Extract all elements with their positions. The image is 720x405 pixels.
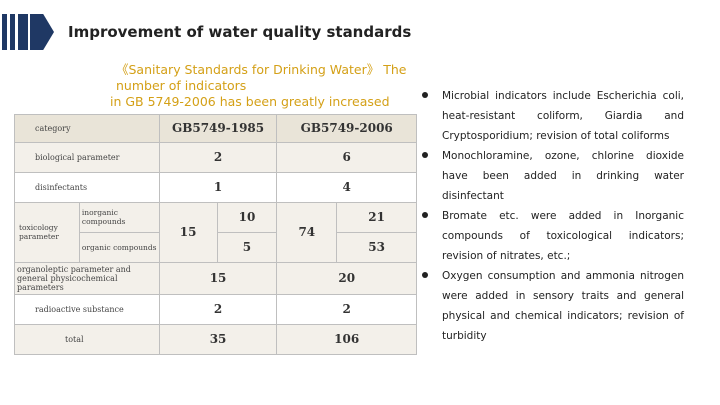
cell-tox-inorganic-1985: 10 xyxy=(216,201,278,233)
header-gb1985: GB5749-1985 xyxy=(158,114,278,143)
cell-bio-2006: 6 xyxy=(276,141,417,173)
bullet-text: Microbial indicators include Escherichia… xyxy=(442,90,684,142)
header-gb2006: GB5749-2006 xyxy=(276,114,417,143)
table-row-tox-inorganic: toxicology parameter inorganic compounds… xyxy=(14,201,417,263)
bullet-list: Microbial indicators include Escherichia… xyxy=(418,86,684,346)
row-label-organic: organic compounds xyxy=(78,231,160,263)
row-label-total: total xyxy=(14,323,160,356)
bullet-dot-icon xyxy=(422,152,428,158)
table-row-organoleptic: organoleptic parameter and general physi… xyxy=(14,261,417,295)
cell-tox-organic-2006: 53 xyxy=(336,231,417,263)
bullet-text: Oxygen consumption and ammonia nitrogen … xyxy=(442,270,684,342)
bullet-dot-icon xyxy=(422,272,428,278)
cell-bio-1985: 2 xyxy=(158,141,278,173)
table-row-disinfectants: disinfectants 1 4 xyxy=(14,171,417,203)
table-header-row: category GB5749-1985 GB5749-2006 xyxy=(14,114,417,143)
bullet-dot-icon xyxy=(422,92,428,98)
bullet-dot-icon xyxy=(422,212,428,218)
table-row-total: total 35 106 xyxy=(14,323,417,356)
bullet-text: Bromate etc. were added in Inorganic com… xyxy=(442,210,684,262)
cell-tox-organic-1985: 5 xyxy=(216,231,278,263)
caption-line-2: in GB 5749-2006 has been greatly increas… xyxy=(110,94,390,109)
cell-org-2006: 20 xyxy=(276,261,417,295)
cell-tox-total-1985: 15 xyxy=(158,201,218,263)
row-label-toxicology: toxicology parameter xyxy=(14,201,80,263)
bullet-item: Oxygen consumption and ammonia nitrogen … xyxy=(418,266,684,346)
cell-dis-1985: 1 xyxy=(158,171,278,203)
header-category: category xyxy=(14,114,160,143)
row-label-disinfectants: disinfectants xyxy=(14,171,160,203)
bullet-text: Monochloramine, ozone, chlorine dioxide … xyxy=(442,150,684,202)
table-caption: 《Sanitary Standards for Drinking Water》 … xyxy=(110,62,430,110)
cell-org-1985: 15 xyxy=(158,261,278,295)
cell-total-2006: 106 xyxy=(276,323,417,356)
indicator-table: category GB5749-1985 GB5749-2006 biologi… xyxy=(14,114,417,356)
row-label-organoleptic: organoleptic parameter and general physi… xyxy=(14,261,160,295)
cell-rad-1985: 2 xyxy=(158,293,278,325)
cell-total-1985: 35 xyxy=(158,323,278,356)
table-row-tox-organic: organic compounds 5 53 xyxy=(15,231,417,263)
bullet-item: Bromate etc. were added in Inorganic com… xyxy=(418,206,684,266)
bullet-item: Monochloramine, ozone, chlorine dioxide … xyxy=(418,146,684,206)
table-row-biological: biological parameter 2 6 xyxy=(14,141,417,173)
cell-tox-total-2006: 74 xyxy=(276,201,338,263)
cell-tox-inorganic-2006: 21 xyxy=(336,201,417,233)
row-label-radioactive: radioactive substance xyxy=(14,293,160,325)
caption-line-1: 《Sanitary Standards for Drinking Water》 … xyxy=(116,62,407,93)
table-row-radioactive: radioactive substance 2 2 xyxy=(14,293,417,325)
row-label-inorganic: inorganic compounds xyxy=(78,201,160,233)
page-title: Improvement of water quality standards xyxy=(68,23,412,41)
cell-rad-2006: 2 xyxy=(276,293,417,325)
cell-dis-2006: 4 xyxy=(276,171,417,203)
row-label-biological: biological parameter xyxy=(14,141,160,173)
bullet-item: Microbial indicators include Escherichia… xyxy=(418,86,684,146)
